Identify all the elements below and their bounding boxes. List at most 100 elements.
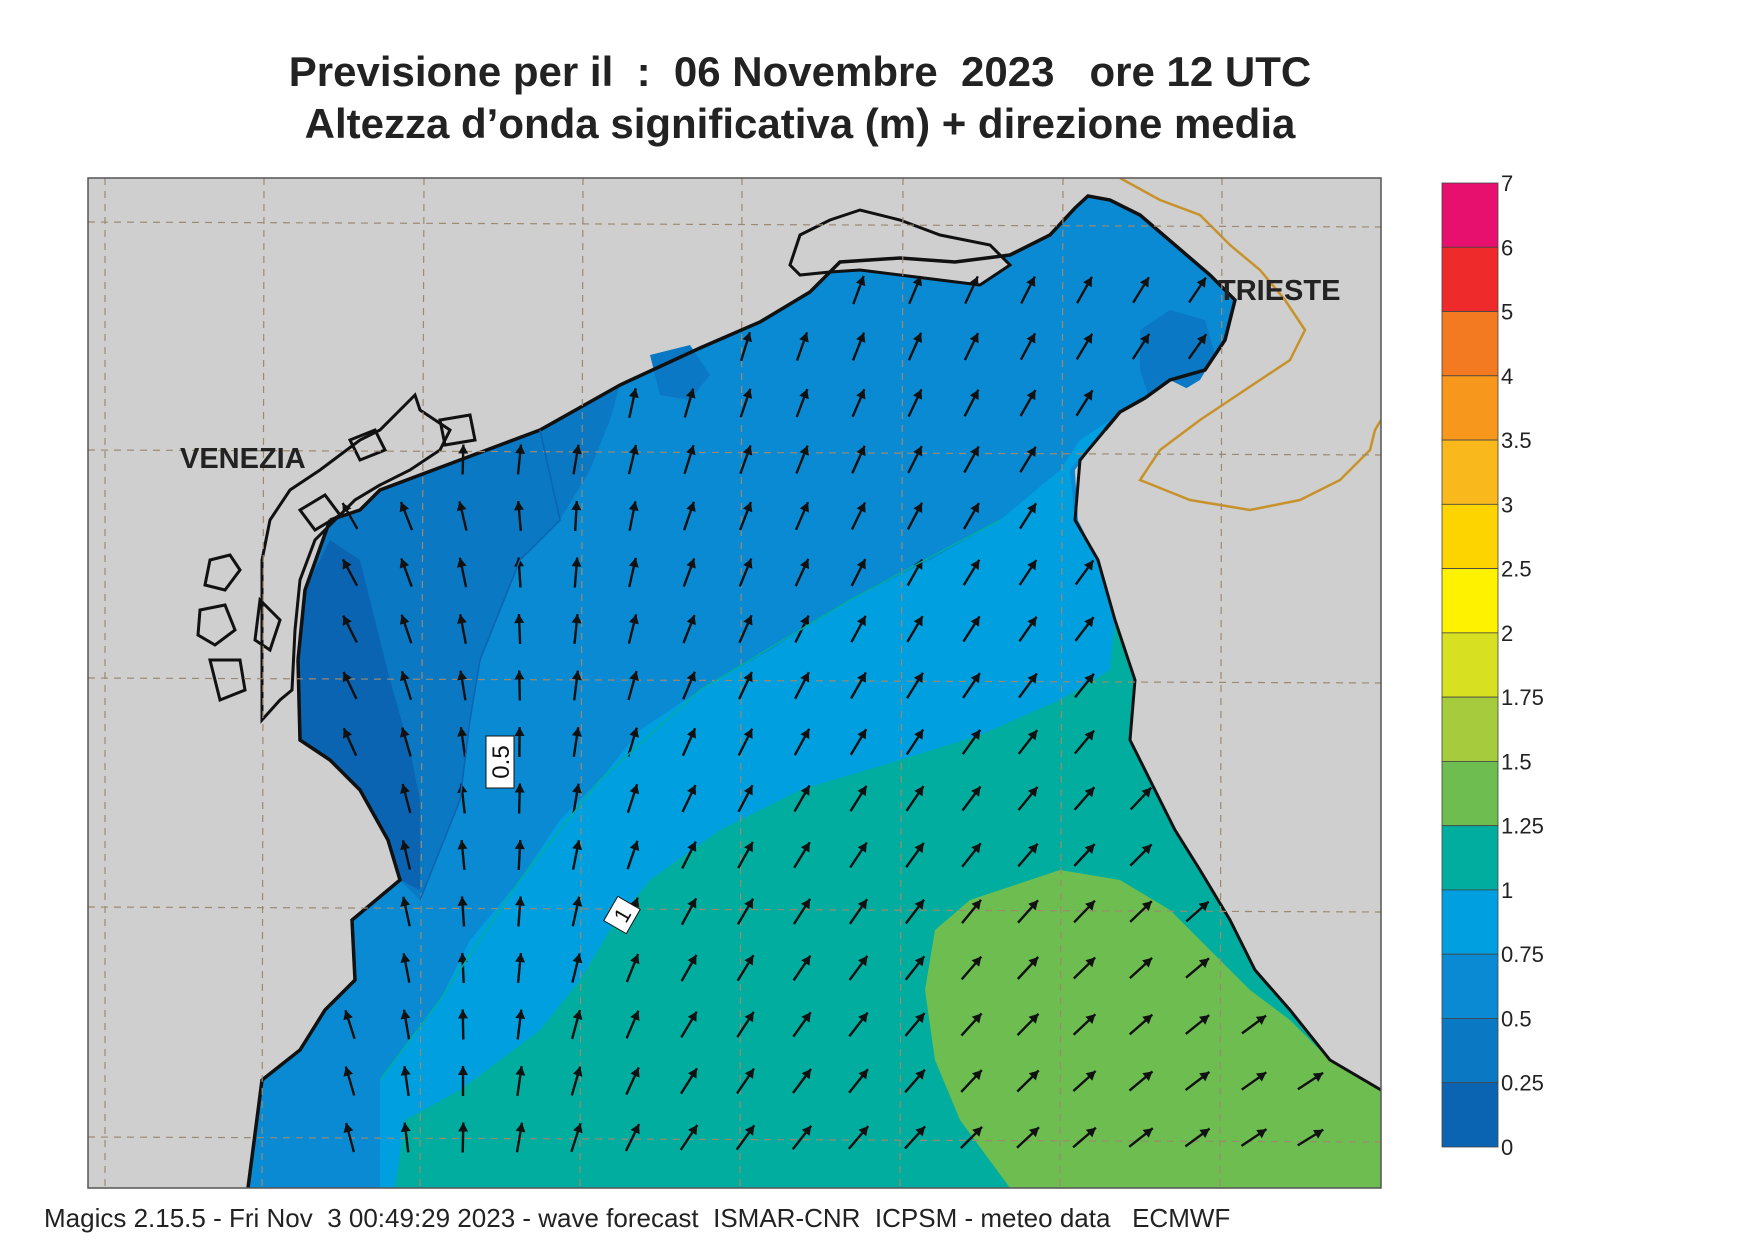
- wave-arrow-head: [915, 1013, 925, 1024]
- wave-arrow-head: [514, 783, 525, 793]
- wave-arrow-head: [1199, 1015, 1210, 1025]
- wave-arrow-head: [685, 388, 696, 399]
- wave-arrow-head: [572, 783, 582, 794]
- wave-arrow-head: [857, 785, 867, 797]
- wave-arrow-head: [913, 389, 923, 400]
- wave-arrow-head: [342, 615, 352, 626]
- wave-arrow-head: [1312, 1072, 1324, 1082]
- wave-arrow-head: [515, 896, 525, 906]
- wave-arrow-head: [571, 727, 582, 737]
- istria-land: [1075, 380, 1381, 1090]
- legend-tick-label: 2.5: [1501, 557, 1532, 582]
- wave-arrow-head: [399, 558, 410, 569]
- wave-arrow-head: [687, 1011, 697, 1022]
- wave-arrow-head: [913, 672, 923, 683]
- wave-arrow-head: [969, 389, 979, 400]
- wave-arrow-head: [687, 954, 697, 966]
- wave-arrow-head: [630, 1124, 640, 1135]
- wave-arrow-head: [1027, 616, 1037, 627]
- wave-arrow-head: [400, 840, 410, 851]
- wave-arrow-head: [970, 503, 979, 514]
- wave-arrow-head: [744, 955, 754, 966]
- wave-arrow-head: [457, 896, 468, 906]
- wave-arrow-head: [1028, 1013, 1039, 1024]
- wave-arrow-head: [969, 276, 979, 287]
- wave-arrow-head: [629, 840, 640, 851]
- legend-swatch: [1441, 889, 1499, 955]
- wave-arrow-head: [856, 615, 866, 627]
- wave-arrow-head: [457, 953, 468, 963]
- wave-arrow-head: [1027, 730, 1038, 741]
- legend-tick-label: 2: [1501, 621, 1513, 646]
- wave-direction-arrows: [341, 275, 1324, 1153]
- wave-arrow-head: [1085, 957, 1096, 968]
- wave-arrow-head: [970, 673, 980, 684]
- wave-arrow-head: [456, 501, 467, 512]
- wave-arrow-head: [400, 1122, 411, 1133]
- wave-arrow-head: [801, 898, 811, 910]
- wave-arrow-head: [1085, 1127, 1096, 1138]
- wave-arrow-head: [1255, 1015, 1266, 1025]
- wave-arrow-head: [514, 501, 524, 511]
- map-frame: [87, 177, 1382, 1189]
- wave-arrow-head: [400, 1066, 411, 1076]
- wave-arrow-head: [1026, 446, 1036, 457]
- wave-arrow-head: [856, 389, 866, 400]
- wave-arrow-head: [744, 1125, 755, 1136]
- wave-arrow-head: [1199, 1071, 1210, 1082]
- wave-arrow-head: [457, 840, 468, 850]
- wave-arrow-head: [629, 444, 639, 455]
- wave-arrow-head: [515, 444, 526, 454]
- wave-arrow-head: [1141, 901, 1152, 911]
- contour-label-05-text: 0.5: [488, 745, 515, 778]
- wave-arrow-head: [1027, 786, 1038, 797]
- istria-coastline: [1073, 429, 1381, 1092]
- wave-arrow-head: [1198, 901, 1209, 912]
- contour-label-05: 0.5: [485, 735, 515, 789]
- wave-arrow-head: [628, 388, 639, 399]
- wave-arrow-head: [400, 896, 411, 907]
- wave-arrow-head: [400, 727, 410, 738]
- wave-arrow-head: [857, 899, 868, 910]
- wave-arrow-head: [799, 389, 809, 400]
- wave-arrow-head: [686, 728, 696, 739]
- national-border: [1119, 178, 1381, 512]
- wave-arrow-head: [1083, 390, 1093, 401]
- wave-arrow-head: [629, 727, 639, 738]
- wave-arrow-head: [1142, 1014, 1153, 1025]
- wave-arrow-head: [687, 785, 697, 796]
- wave-arrow-head: [343, 1123, 354, 1133]
- wave-arrow-head: [457, 670, 467, 681]
- wave-arrow-head: [800, 615, 810, 626]
- wave-arrow-head: [913, 446, 923, 457]
- legend-tick-label: 6: [1501, 235, 1513, 260]
- wave-arrow-head: [573, 1123, 583, 1134]
- wave-arrow-head: [1084, 673, 1094, 684]
- wave-zone-tagliamento: [650, 345, 710, 400]
- wave-arrow-head: [971, 956, 982, 967]
- wave-arrow-head: [914, 956, 925, 967]
- wave-arrow-head: [970, 446, 979, 457]
- wave-arrow-head: [515, 1066, 526, 1076]
- place-label-venezia: VENEZIA: [180, 443, 306, 475]
- wave-arrow-head: [914, 899, 925, 910]
- west-coastline: [246, 519, 403, 1188]
- wave-arrow-head: [743, 615, 753, 626]
- wave-arrow-head: [1028, 1070, 1039, 1081]
- legend-tick-label: 1.75: [1501, 685, 1544, 710]
- wave-arrow-head: [970, 559, 980, 570]
- wave-arrow-head: [686, 558, 696, 569]
- wave-arrow-head: [799, 502, 809, 513]
- wave-arrow-head: [799, 445, 809, 456]
- wave-arrow-head: [1085, 1071, 1096, 1081]
- wave-arrow-head: [799, 332, 809, 343]
- wave-arrow-head: [743, 558, 753, 569]
- legend-swatch: [1441, 632, 1499, 698]
- wave-arrow-head: [856, 332, 866, 343]
- wave-arrow-head: [399, 502, 409, 513]
- wave-arrow-head: [1142, 1071, 1153, 1081]
- wave-arrow-head: [1199, 1128, 1210, 1138]
- wave-arrow-head: [1256, 1129, 1267, 1139]
- wave-arrow-head: [688, 1068, 697, 1079]
